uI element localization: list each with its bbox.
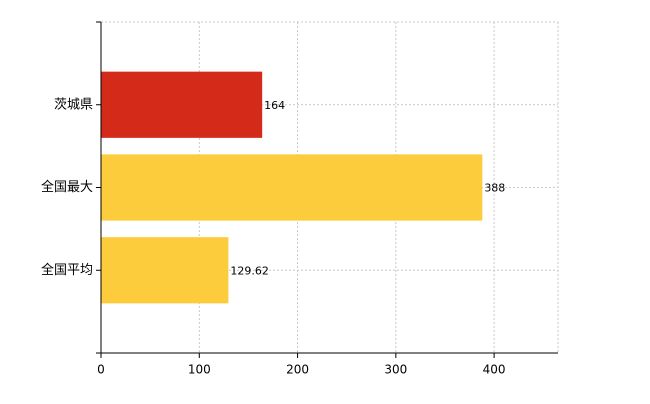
y-tick-label: 全国平均 — [41, 262, 93, 278]
bar — [101, 237, 229, 304]
y-tick-label: 茨城県 — [54, 97, 93, 112]
data-label: 164 — [264, 99, 285, 112]
x-tick-label: 200 — [286, 363, 309, 377]
x-tick-label: 400 — [483, 363, 506, 377]
x-tick-label: 300 — [384, 363, 407, 377]
data-label: 388 — [484, 182, 505, 195]
bar — [101, 154, 483, 221]
data-label: 129.62 — [230, 264, 269, 277]
x-tick-label: 0 — [97, 363, 105, 377]
x-tick-label: 100 — [188, 363, 211, 377]
y-tick-label: 全国最大 — [41, 179, 93, 195]
bar — [101, 71, 263, 138]
